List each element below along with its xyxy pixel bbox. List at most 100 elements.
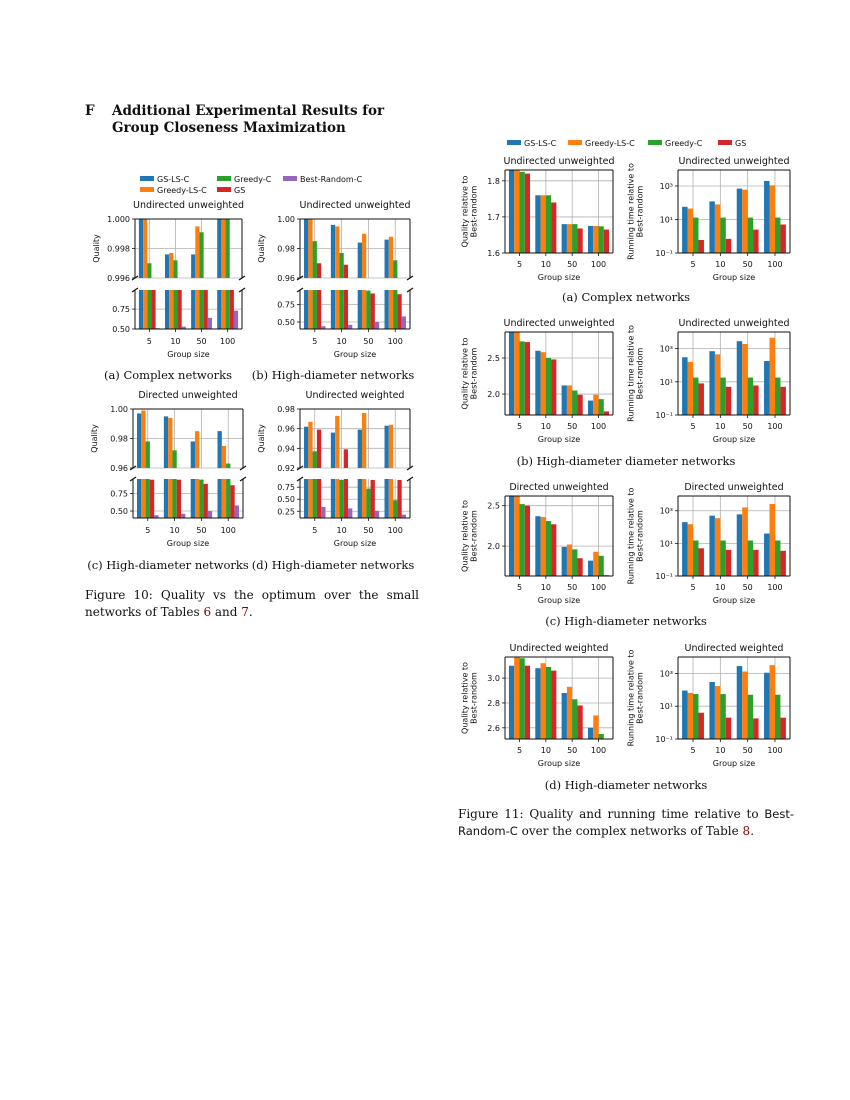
bar-gs-50 [577, 394, 583, 415]
bar-gs-ls-c-10 [535, 516, 541, 576]
bar-gs-50 [203, 290, 208, 329]
bar-greedy-ls-c-100 [221, 445, 227, 468]
caption-text: Figure 11: Quality and running time rela… [458, 807, 765, 821]
bar-gs-ls-c-5 [508, 332, 515, 415]
y-axis-label: Quality relative toBest-random [461, 662, 479, 734]
x-axis-label: Group size [713, 596, 755, 605]
y-tick-label: 10⁻¹ [655, 411, 673, 420]
x-tick-label: 50 [567, 583, 577, 592]
bar-gs-ls-c-100 [764, 533, 770, 576]
y-axis-label: Running time relative toBest-random [627, 488, 645, 585]
bar-gs-ls-c-10 [535, 195, 541, 253]
bar-gs-ls-c-100 [384, 479, 389, 518]
legend-label: GS [234, 186, 245, 195]
bar-greedy-ls-c-50 [361, 479, 367, 518]
table-7-link[interactable]: 7 [241, 605, 249, 619]
x-tick-label: 10 [170, 337, 180, 346]
bar-gs-ls-c-10 [709, 681, 715, 739]
bar-gs-ls-c-50 [191, 290, 196, 329]
bar-gs-10 [551, 202, 557, 253]
fig10a-subcaption: (a) Complex networks [103, 368, 233, 382]
bar-greedy-ls-c-50 [566, 385, 573, 415]
legend-label: Greedy-C [665, 139, 703, 148]
legend-swatch-greedy-ls-c [568, 140, 582, 145]
bar-gs-ls-c-5 [138, 219, 144, 278]
x-tick-label: 10 [541, 746, 551, 755]
y-tick-label: 0.75 [110, 490, 128, 499]
chart-title: Undirected weighted [685, 643, 784, 654]
y-axis-label-line: Quality relative to [461, 662, 470, 734]
bar-greedy-c-5 [312, 241, 317, 278]
bar-gs-ls-c-50 [357, 429, 362, 468]
bar-gs-ls-c-50 [190, 441, 195, 468]
x-tick-label: 5 [145, 526, 150, 535]
bar-greedy-c-10 [545, 666, 552, 739]
fig11b-subcaption: (b) High-diameter diameter networks [516, 454, 736, 468]
y-tick-label: 1.000 [107, 215, 130, 224]
bar-greedy-ls-c-10 [714, 354, 721, 415]
bar-gs-5 [149, 479, 155, 518]
bar-gs-ls-c-50 [736, 666, 743, 739]
y-axis-label: Quality [90, 424, 99, 453]
bar-greedy-c-50 [572, 699, 578, 739]
bar-greedy-c-100 [225, 219, 230, 278]
y-tick-label: 2.6 [487, 724, 500, 733]
bar-greedy-ls-c-10 [335, 226, 340, 278]
y-tick-label: 10¹ [660, 215, 673, 224]
y-axis-label-line: Best-random [635, 672, 644, 724]
bar-gs-ls-c-100 [764, 672, 770, 739]
bar-greedy-ls-c-100 [221, 479, 227, 518]
x-tick-label: 5 [517, 746, 522, 755]
x-tick-label: 10 [541, 583, 551, 592]
bar-gs-5 [524, 173, 531, 253]
bar-gs-ls-c-10 [163, 416, 169, 468]
bar-gs-10 [177, 290, 182, 329]
x-tick-label: 5 [690, 746, 695, 755]
figure11-caption: Figure 11: Quality and running time rela… [458, 806, 794, 840]
fig10b-subcaption: (b) High-diameter networks [251, 368, 415, 382]
y-tick-label: 0.98 [277, 245, 295, 254]
legend-label: GS [735, 139, 746, 148]
bar-gs-ls-c-50 [561, 693, 567, 739]
y-axis-label-line: Quality relative to [461, 337, 470, 409]
bar-greedy-ls-c-100 [388, 290, 394, 329]
bar-gs-50 [203, 483, 208, 518]
table-6-link[interactable]: 6 [203, 605, 212, 619]
bar-greedy-ls-c-5 [514, 496, 520, 576]
bar-greedy-c-5 [145, 441, 150, 468]
bar-gs-ls-c-10 [709, 515, 715, 576]
bar-greedy-ls-c-5 [143, 219, 148, 278]
y-tick-label: 1.00 [110, 405, 128, 414]
bar-greedy-c-100 [774, 377, 781, 415]
bar-greedy-ls-c-5 [308, 421, 313, 468]
bar-gs-ls-c-5 [304, 426, 309, 468]
table-8-link[interactable]: 8 [742, 824, 751, 838]
x-tick-label: 100 [221, 526, 236, 535]
bar-greedy-ls-c-10 [169, 252, 174, 278]
bar-gs-ls-c-5 [137, 413, 142, 468]
bar-gs-100 [230, 485, 235, 518]
bar-greedy-ls-c-5 [514, 657, 520, 739]
bar-gs-5 [524, 665, 531, 739]
bar-greedy-c-5 [519, 658, 525, 739]
bar-gs-5 [698, 239, 704, 253]
y-tick-label: 10¹ [660, 378, 673, 387]
bar-greedy-ls-c-5 [687, 361, 694, 415]
x-tick-label: 5 [690, 583, 695, 592]
bar-gs-ls-c-10 [330, 290, 336, 329]
bar-best-random-c-5 [321, 326, 326, 329]
bar-greedy-c-5 [519, 504, 525, 576]
figure10-caption: Figure 10: Quality vs the optimum over t… [85, 587, 419, 621]
x-axis-label: Group size [713, 759, 755, 768]
y-axis-label-line: Quality relative to [461, 500, 470, 572]
y-tick-label: 1.8 [487, 177, 500, 186]
bar-gs-50 [753, 385, 759, 415]
bar-gs-5 [316, 263, 322, 278]
bar-gs-ls-c-100 [587, 225, 594, 253]
bar-best-random-c-10 [181, 513, 186, 518]
bar-gs-ls-c-5 [508, 170, 515, 253]
y-tick-label: 2.0 [487, 390, 500, 399]
bar-gs-ls-c-5 [304, 479, 309, 518]
bar-greedy-c-5 [519, 341, 525, 415]
bar-greedy-c-5 [693, 540, 699, 576]
